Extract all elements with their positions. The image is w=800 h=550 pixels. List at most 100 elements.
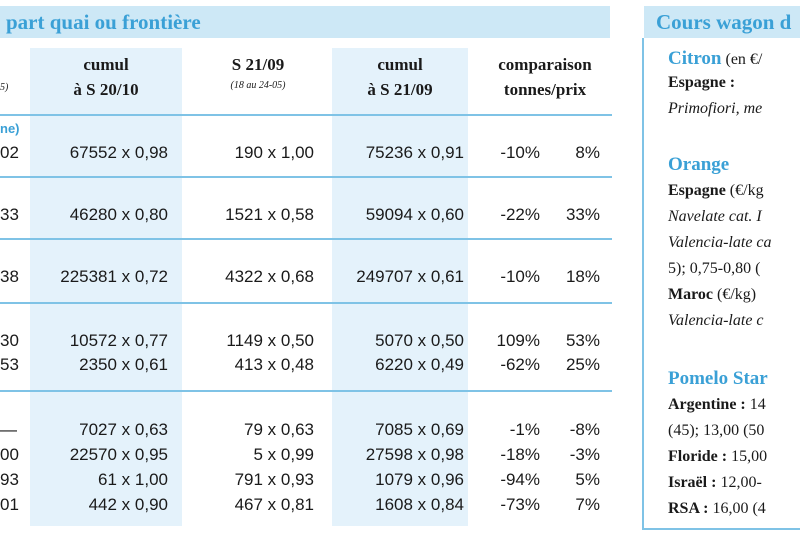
cumul-s21-cell: 6220 x 0,49 [375,355,464,374]
panel-line: Valencia-late ca [668,234,772,252]
panel-line: Floride : 15,00 [668,448,767,466]
row-divider [0,114,612,116]
tonnes-change-cell: -73% [500,495,540,514]
row-divider [0,302,612,304]
panel-text: Espagne : [668,74,736,91]
column-header: comparaison tonnes/prix [478,52,612,102]
cumul-s21-cell: 1079 x 0,96 [375,470,464,489]
panel-line: 5); 0,75-0,80 ( [668,260,760,278]
cumul-s20-cell: 10572 x 0,77 [69,331,168,350]
price-change-cell: -8% [569,420,600,439]
cumul-s21-cell: 249707 x 0,61 [356,267,464,286]
row-divider [0,390,612,392]
wagon-prices-panel: Cours wagon d Citron (en €/ Espagne : Prim… [642,0,800,550]
cumul-s21-cell: 7085 x 0,69 [375,420,464,439]
row-fragment: 33 [0,205,19,224]
tonnes-change-cell: -62% [500,355,540,374]
cumul-s20-cell: 442 x 0,90 [88,495,168,514]
tonnes-change-cell: -22% [500,205,540,224]
row-fragment: 30 [0,331,19,350]
cumul-column-shade [332,48,468,526]
panel-text: Citron [668,48,722,69]
panel-line: Navelate cat. I [668,208,762,226]
panel-text: (en €/ [721,51,763,68]
cumul-s20-cell: 225381 x 0,72 [60,267,168,286]
panel-text: 5); 0,75-0,80 ( [668,260,761,277]
panel-text: Israël : [668,474,717,491]
panel-line: Valencia-late c [668,312,764,330]
tonnes-change-cell: -94% [500,470,540,489]
cumul-s20-cell: 67552 x 0,98 [69,143,168,162]
week-cell: 1521 x 0,58 [225,205,314,224]
week-cell: 5 x 0,99 [253,445,315,464]
header-line: cumul [83,55,129,74]
tonnes-change-cell: -1% [509,420,540,439]
cumul-s20-cell: 7027 x 0,63 [79,420,168,439]
price-change-cell: 33% [565,205,600,224]
row-divider [0,238,612,240]
section-label: ne) [0,121,20,136]
price-change-cell: 7% [575,495,600,514]
price-change-cell: 53% [565,331,600,350]
header-subtitle: (18 au 24-05) [230,80,286,91]
cumul-s20-cell: 2350 x 0,61 [79,355,168,374]
panel-text: (€/kg) [713,286,757,303]
panel-line: Orange [668,154,729,176]
row-fragment: 93 [0,470,19,489]
panel-text: 15,00 [727,448,768,465]
row-fragment: 01 [0,495,19,514]
header-line: comparaison [498,55,592,74]
cumul-s21-cell: 1608 x 0,84 [375,495,464,514]
price-change-cell: 25% [565,355,600,374]
header-line: S 21/09 [231,55,285,74]
panel-text: Argentine : [668,396,746,413]
week-cell: 79 x 0,63 [244,420,314,439]
panel-text: Espagne [668,182,726,199]
header-line: cumul [377,55,423,74]
week-cell: 1149 x 0,50 [226,331,314,350]
cumul-column-shade [30,48,182,526]
row-fragment: 38 [0,267,19,286]
panel-title: Cours wagon d [656,10,792,34]
column-header: cumul à S 20/10 [30,52,182,102]
week-cell: 791 x 0,93 [234,470,314,489]
panel-line: Espagne (€/kg [668,182,764,200]
panel-text: Navelate cat. I [668,208,762,225]
tonnes-change-cell: -10% [500,267,540,286]
panel-text: Pomelo Star [668,368,768,389]
row-fragment: 02 [0,143,19,162]
panel-line: (45); 13,00 (50 [668,422,764,440]
panel-text: Valencia-late ca [668,234,772,251]
panel-line: Argentine : 14 [668,396,766,414]
cumul-s21-cell: 75236 x 0,91 [365,143,464,162]
week-cell: 413 x 0,48 [234,355,314,374]
cumul-s20-cell: 46280 x 0,80 [69,205,168,224]
panel-line: Pomelo Star [668,368,768,390]
panel-title-bar: Cours wagon d [644,6,800,38]
header-line: à S 21/09 [367,80,433,99]
table-title-bar: part quai ou frontière [0,6,610,38]
cumul-s20-cell: 61 x 1,00 [98,470,168,489]
week-cell: 190 x 1,00 [234,143,314,162]
panel-text: (45); 13,00 (50 [668,422,765,439]
row-divider [0,176,612,178]
header-fragment: 5) [0,82,9,93]
price-change-cell: 5% [575,470,600,489]
price-table: part quai ou frontière 5) cumul à S 20/1… [0,6,612,526]
column-header: S 21/09 (18 au 24-05) [188,52,328,92]
panel-text: Floride : [668,448,728,465]
panel-text: Primofiori, me [668,100,763,117]
panel-text: Maroc [668,286,714,303]
panel-text: (€/kg [725,182,764,199]
cumul-s20-cell: 22570 x 0,95 [69,445,168,464]
panel-body [642,38,800,530]
panel-line: Israël : 12,00- [668,474,762,492]
price-change-cell: 8% [575,143,600,162]
price-change-cell: -3% [569,445,600,464]
panel-text: Orange [668,154,730,175]
panel-line: Maroc (€/kg) [668,286,756,304]
panel-text: 14 [745,396,766,413]
price-change-cell: 18% [565,267,600,286]
cumul-s21-cell: 59094 x 0,60 [365,205,464,224]
tonnes-change-cell: -18% [500,445,540,464]
